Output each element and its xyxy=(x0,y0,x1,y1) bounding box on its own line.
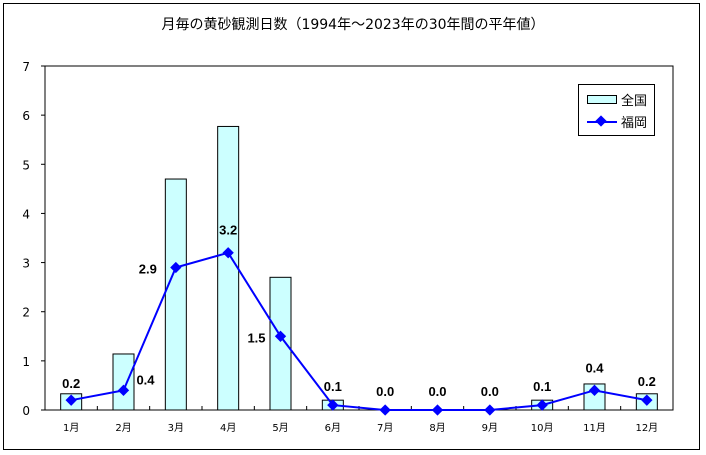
legend: 全国 福岡 xyxy=(578,84,655,136)
diamond-marker-icon xyxy=(274,330,287,342)
data-label: 0.2 xyxy=(62,376,80,391)
data-label: 0.1 xyxy=(324,379,342,394)
x-category-label: 5月 xyxy=(272,422,288,434)
data-label: 2.9 xyxy=(139,261,157,276)
diamond-marker-icon xyxy=(484,404,496,416)
data-label: 1.5 xyxy=(247,330,265,345)
y-tick-label: 1 xyxy=(22,355,30,369)
diamond-marker-icon xyxy=(379,404,391,416)
y-tick-label: 4 xyxy=(22,207,30,221)
diamond-marker-icon xyxy=(536,399,548,411)
x-category-label: 2月 xyxy=(115,422,131,434)
y-tick-label: 7 xyxy=(22,60,30,74)
legend-item-fukuoka: 福岡 xyxy=(587,112,647,131)
x-category-label: 1月 xyxy=(63,422,79,434)
x-category-label: 11月 xyxy=(583,422,606,434)
bar-swatch-icon xyxy=(587,95,617,104)
data-label: 0.4 xyxy=(585,360,604,375)
bar-national xyxy=(269,276,292,411)
diamond-marker-icon xyxy=(327,399,339,411)
y-tick-label: 5 xyxy=(22,158,30,172)
legend-label: 福岡 xyxy=(621,116,648,131)
x-category-label: 7月 xyxy=(377,422,393,434)
data-label: 0.1 xyxy=(533,379,551,394)
data-label: 3.2 xyxy=(219,223,237,238)
y-tick-label: 6 xyxy=(22,109,30,123)
x-category-label: 3月 xyxy=(168,422,184,434)
x-category-label: 6月 xyxy=(325,422,341,434)
x-category-label: 8月 xyxy=(429,422,445,434)
bar-national xyxy=(217,125,240,411)
line-marker-icon xyxy=(587,120,617,123)
diamond-marker-icon xyxy=(588,384,601,396)
data-label: 0.0 xyxy=(428,384,446,399)
chart-title: 月毎の黄砂観測日数（1994年～2023年の30年間の平年値） xyxy=(161,17,545,33)
data-label: 0.2 xyxy=(638,374,656,389)
legend-label: 全国 xyxy=(621,94,648,109)
x-category-label: 10月 xyxy=(531,422,554,434)
bar-national xyxy=(112,353,135,411)
plot-border xyxy=(44,65,674,411)
bar-national xyxy=(164,178,187,411)
line-fukuoka xyxy=(70,251,648,411)
data-label: 0.0 xyxy=(481,384,499,399)
diamond-marker-icon xyxy=(222,247,234,259)
y-tick-label: 2 xyxy=(22,306,30,320)
y-tick-label: 0 xyxy=(22,404,30,418)
data-label: 0.0 xyxy=(376,384,394,399)
x-category-label: 4月 xyxy=(220,422,236,434)
legend-item-national: 全国 xyxy=(587,90,647,109)
diamond-marker-icon xyxy=(431,404,444,416)
diamond-marker-icon xyxy=(641,394,653,406)
x-category-label: 12月 xyxy=(635,422,658,434)
x-category-label: 9月 xyxy=(482,422,498,434)
data-label: 0.4 xyxy=(136,372,155,387)
y-tick-label: 3 xyxy=(22,257,30,271)
diamond-marker-icon xyxy=(170,261,182,274)
